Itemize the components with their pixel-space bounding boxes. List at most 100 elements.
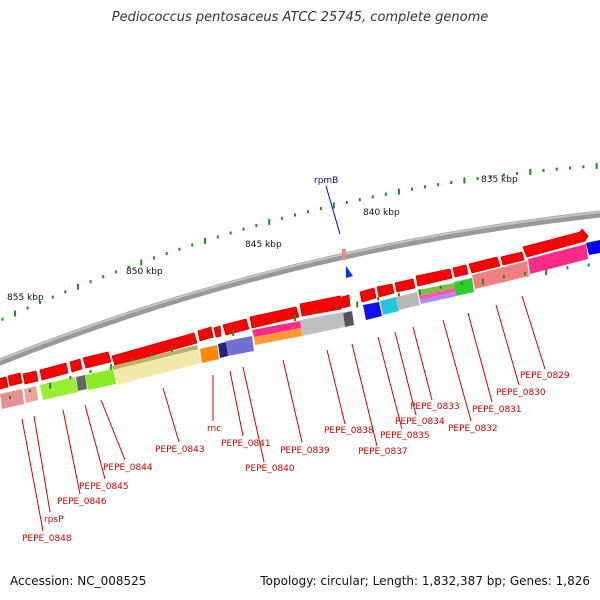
ruler-tick [450,181,453,184]
gene-tick [109,363,112,370]
cds-arrow [197,326,214,342]
accession-text: Accession: NC_008525 [10,574,147,588]
genome-summary-text: Topology: circular; Length: 1,832,387 bp… [260,574,590,588]
feature-block [419,288,456,300]
gene-tick [191,340,194,344]
ruler-tick [1,317,4,321]
ruler-tick [51,295,54,299]
cds-arrow [39,362,69,381]
gene-tick [314,310,317,314]
feature-block [40,377,78,400]
cds-arrow [82,351,112,369]
gene-tick [29,389,32,393]
ruler-tick [242,227,245,231]
ruler-tick [358,198,361,202]
gene-tick [481,278,484,285]
ruler-tick [165,252,168,256]
pointer-line [242,366,265,463]
feature-block [254,328,302,345]
feature-block [528,244,588,274]
gene-tick [150,351,153,355]
ruler-label-840: 840 kbp [363,208,400,218]
gene-tick [377,297,380,301]
cds-arrow [500,251,525,266]
gene-tick [587,263,590,267]
gene-tick [294,315,296,321]
ruler-tick [114,270,117,274]
rpmB-arrow [346,266,353,278]
pointer-line [521,295,546,370]
feature-block [226,336,254,356]
gene-label: PEPE_0839 [280,446,330,456]
genome-backbone [0,210,600,366]
pointer-line [162,387,180,443]
gene-tick [356,301,359,308]
gene-pointer-lines [21,295,546,532]
ruler-tick [229,231,232,235]
ruler-tick [127,265,130,269]
ruler-tick [569,166,572,170]
ruler-tick [397,188,400,195]
gene-tick [170,346,173,353]
gene-label: PEPE_0831 [472,405,522,415]
feature-block [472,261,529,289]
ruler-tick [502,173,505,177]
feature-block [420,292,457,304]
cds-arrow [69,358,83,373]
gene-tick [232,329,235,336]
cds-arrow [222,318,250,336]
gene-labels: PEPE_0829 PEPE_0830 PEPE_0831 PEPE_0832 … [22,371,570,544]
cds-arrow [468,256,501,274]
ruler-tick [39,301,42,304]
gene-tick [566,266,569,270]
pointer-line [282,359,303,443]
cds-arrow [376,283,395,298]
feature-block [76,375,87,391]
map-title: Pediococcus pentosaceus ATCC 25745, comp… [111,10,489,25]
gene-tick [418,289,421,296]
pointer-line [21,418,44,532]
feature-block [252,321,301,337]
gene-label: PEPE_0846 [57,497,107,507]
gene-tick [460,281,463,285]
ruler-tick [14,310,17,317]
ruler-tick [140,259,143,266]
ruler-tick [424,185,427,189]
pointer-line [100,399,126,461]
gene-label: PEPE_0843 [155,445,205,455]
feature-track [0,244,588,409]
ruler-tick [102,275,105,279]
gene-tick [49,382,52,389]
gene-tick [524,272,527,276]
ruler-tick [371,195,374,199]
ruler-tick [463,177,466,184]
ruler-tick [582,165,585,169]
gene-label: PEPE_0832 [448,424,498,434]
rpmB-feature [342,249,346,260]
cds-arrow [359,287,377,303]
cds-arrow [0,376,9,390]
ruler-tick [216,235,219,239]
pointer-line [467,312,493,403]
rpmB-pointer-line [325,185,341,235]
ruler-label-835: 835 kbp [481,175,518,185]
ruler-tick [306,210,309,214]
gene-tick [545,269,548,276]
gene-label: rnc [207,424,221,434]
gene-tick [502,275,505,279]
feature-block [343,311,354,327]
ruler-label-845: 845 kbp [245,240,282,250]
ruler-tick [64,290,67,294]
ruler-tick [26,306,29,310]
gene-tick [252,324,255,328]
ruler-tick [345,201,348,204]
gene-ticks [9,263,590,400]
feature-block [0,389,24,409]
gene-label: PEPE_0829 [520,371,570,381]
gene-tick [9,396,12,400]
cds-arrow [522,228,589,258]
genome-backbone-highlight [0,211,600,362]
cds-arrow [452,264,469,278]
pointer-line [495,304,520,386]
ruler-tick [595,162,598,169]
